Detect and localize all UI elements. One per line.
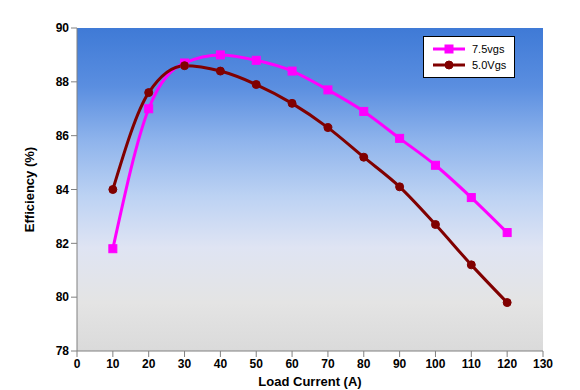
svg-text:70: 70 — [321, 357, 335, 371]
svg-text:50: 50 — [250, 357, 264, 371]
svg-text:78: 78 — [56, 344, 70, 358]
svg-text:90: 90 — [393, 357, 407, 371]
svg-text:110: 110 — [462, 357, 482, 371]
svg-text:10: 10 — [106, 357, 120, 371]
svg-text:88: 88 — [56, 75, 70, 89]
svg-text:0: 0 — [74, 357, 81, 371]
svg-text:Load Current (A): Load Current (A) — [258, 374, 361, 389]
svg-text:120: 120 — [497, 357, 517, 371]
svg-text:130: 130 — [533, 357, 553, 371]
svg-text:86: 86 — [56, 129, 70, 143]
svg-text:90: 90 — [56, 21, 70, 35]
svg-text:60: 60 — [285, 357, 299, 371]
svg-text:82: 82 — [56, 237, 70, 251]
svg-text:84: 84 — [56, 183, 70, 197]
html-text:5.0Vgs: 5.0Vgs — [472, 59, 507, 71]
svg-text:80: 80 — [56, 290, 70, 304]
html-text:7.5vgs: 7.5vgs — [472, 43, 505, 55]
svg-text:Efficiency (%): Efficiency (%) — [22, 147, 37, 232]
svg-text:20: 20 — [142, 357, 156, 371]
svg-text:100: 100 — [425, 357, 445, 371]
svg-text:80: 80 — [357, 357, 371, 371]
svg-text:30: 30 — [178, 357, 192, 371]
svg-text:40: 40 — [214, 357, 228, 371]
